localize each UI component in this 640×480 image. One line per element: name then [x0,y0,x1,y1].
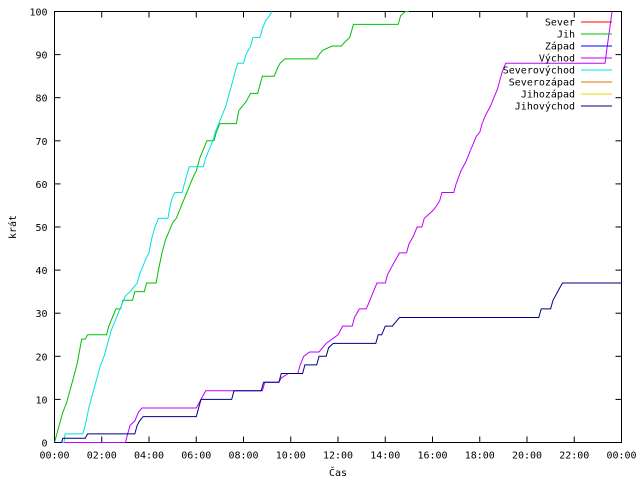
y-tick-label: 40 [35,266,47,277]
legend-label: Severozápad [509,77,575,89]
x-tick-label: 02:00 [87,451,117,462]
y-tick-label: 100 [29,8,47,19]
x-tick-label: 20:00 [512,451,542,462]
x-tick-label: 10:00 [276,451,306,462]
series-line-Severovýchod [54,11,273,443]
legend-label: Jihovýchod [515,101,575,113]
x-axis-ticks: 00:00 02:00 04:00 06:00 08:00 10:00 12:00 14:00… [39,11,637,462]
y-tick-label: 30 [35,309,47,320]
x-tick-label: 06:00 [181,451,211,462]
legend-label: Severovýchod [503,65,575,77]
x-tick-label: 08:00 [228,451,258,462]
series-line-Jihovýchod [54,282,622,443]
legend-label: Jihozápad [521,89,575,101]
legend-label: Sever [545,18,575,29]
x-tick-label: 12:00 [323,451,353,462]
legend-label: Západ [545,41,575,53]
series-line-Jih [54,11,409,443]
y-tick-label: 50 [35,223,47,234]
legend-label: Východ [539,53,575,65]
x-tick-label: 18:00 [465,451,495,462]
x-tick-label: 00:00 [606,451,636,462]
y-tick-label: 0 [41,439,47,450]
y-axis-ticks: 0 10 20 30 40 50 60 70 80 90 100 [29,8,622,450]
y-tick-label: 70 [35,137,47,148]
y-tick-label: 90 [35,51,47,62]
x-axis-title: Čas [329,466,347,479]
series-lines [54,11,622,443]
y-axis-title: krát [7,215,19,239]
x-tick-label: 04:00 [134,451,164,462]
x-tick-label: 00:00 [39,451,69,462]
x-tick-label: 14:00 [370,451,400,462]
legend-label: Jih [557,30,575,41]
y-tick-label: 60 [35,180,47,191]
y-tick-label: 20 [35,352,47,363]
y-tick-label: 80 [35,94,47,105]
y-tick-label: 10 [35,395,47,406]
x-tick-label: 16:00 [417,451,447,462]
legend: SeverJihZápadVýchodSeverovýchodSeverozáp… [503,18,612,113]
x-tick-label: 22:00 [559,451,589,462]
